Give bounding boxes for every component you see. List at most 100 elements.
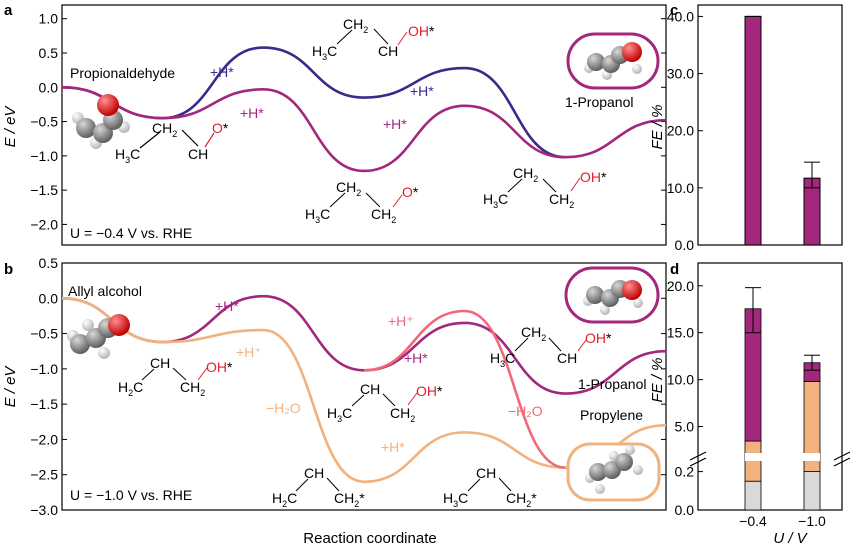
oxygen-label: OH* (585, 330, 612, 346)
y-tick-label: 0.0 (675, 237, 695, 253)
intermediate-formula: H3C CH CH2* (443, 465, 537, 509)
energy-profile-line (61, 85, 667, 173)
carbon-atom (70, 334, 90, 354)
axis-break-mark (833, 457, 850, 467)
energy-profile-line (61, 46, 566, 159)
atom-label: H2C (118, 379, 143, 398)
oxygen-label: OH* (580, 169, 607, 185)
panel-b-frame (61, 262, 667, 511)
atom-label: CH (378, 43, 398, 59)
bond (507, 178, 523, 193)
bond (329, 192, 346, 208)
bond (336, 29, 353, 45)
bond (365, 192, 381, 208)
atom-label: CH2 (390, 405, 415, 424)
bond (295, 478, 309, 492)
y-tick-label: −0.5 (30, 114, 58, 130)
stacked-fe-bar (744, 480, 762, 511)
bond (351, 394, 365, 407)
bond (197, 367, 208, 381)
intermediate-formula: H2C CH CH2 OH* (118, 355, 233, 398)
bond (326, 477, 340, 492)
y-tick-label: −1.5 (30, 396, 58, 412)
oxygen-atom (622, 42, 642, 62)
bond (139, 131, 161, 149)
bond (570, 177, 581, 192)
y-tick-label: −1.5 (30, 182, 58, 198)
propionaldehyde-model-icon (72, 94, 130, 149)
hydrogen-atom (595, 484, 605, 494)
y-tick-label: 0.2 (675, 464, 695, 480)
atom-label: CH2 (180, 379, 205, 398)
panel-a-curves (61, 46, 667, 173)
panel-d-ylabel: FE / % (649, 357, 666, 402)
panel-b-ylabel: E / eV (2, 365, 19, 408)
atom-label: CH (304, 465, 324, 481)
propylene-model-icon (566, 442, 661, 502)
intermediate-formula: H3C CH2 CH OH* (312, 16, 435, 62)
carbon-atom (615, 453, 633, 471)
hydrogen-atom (98, 347, 110, 359)
oxygen-atom (622, 280, 642, 300)
energy-profile-line (363, 309, 566, 469)
panel-c-letter: c (670, 2, 678, 19)
oxygen-atom (108, 314, 130, 336)
axis-break-gap (745, 453, 820, 461)
stacked-fe-bar (744, 440, 762, 482)
panel-b-letter: b (4, 261, 13, 278)
atom-label: CH2 (513, 165, 538, 184)
y-tick-label: −1.0 (30, 361, 58, 377)
atom-label: H2C (272, 490, 297, 509)
oxygen-label: OH* (416, 383, 443, 399)
atom-label: CH (150, 355, 170, 371)
y-tick-label: −2.0 (30, 431, 58, 447)
oxygen-label: OH* (206, 359, 233, 375)
atom-label: CH2 (336, 179, 361, 198)
y-tick-label: 0.0 (39, 290, 59, 306)
bond (204, 132, 215, 148)
panel-b-condition: U = −1.0 V vs. RHE (70, 487, 192, 503)
intermediate-formula: H3C CH2 CH2 OH* (483, 165, 607, 210)
panel-d-bars: 0.0 0.2 5.0 10.0 15.0 20.0 (667, 278, 850, 518)
atom-label: CH (557, 350, 577, 366)
bond (392, 194, 403, 208)
axis-break-mark (689, 451, 707, 461)
step-label: +H* (215, 298, 239, 314)
y-tick-label: 20.0 (667, 123, 694, 139)
bond (498, 477, 512, 492)
step-label: +H* (383, 116, 407, 132)
bond (373, 28, 389, 45)
atom-label: CH2 (371, 206, 396, 225)
atom-label: H3C (490, 350, 515, 369)
bond (141, 368, 155, 381)
reaction-coordinate-label: Reaction coordinate (303, 530, 436, 547)
hydrogen-atom (632, 64, 642, 74)
species-propionaldehyde: Propionaldehyde (70, 65, 175, 81)
y-tick-label: 0.0 (675, 502, 695, 518)
bond (407, 392, 418, 406)
intermediate-formula: H2C CH CH2* (272, 465, 365, 509)
atom-label: CH2 (549, 191, 574, 210)
bond (397, 31, 408, 46)
panel-d-xlabel: U / V (773, 530, 808, 547)
panel-a-frame (61, 4, 667, 246)
hydrogen-atom (633, 298, 643, 308)
atom-label: CH2 (521, 324, 546, 343)
fe-bar (744, 15, 762, 246)
panel-a-letter: a (4, 2, 13, 19)
step-label: −H₂O (508, 403, 543, 419)
intermediate-formula: H3C CH2 CH O* (115, 120, 229, 165)
hydrogen-atom (633, 465, 643, 475)
step-label: +H* (210, 64, 234, 80)
oxygen-label: O* (212, 120, 229, 136)
panel-d-frame (697, 262, 843, 511)
atom-label: H3C (443, 490, 468, 509)
bond (548, 337, 562, 352)
1-propanol-model-icon (566, 32, 660, 90)
y-tick-label: −0.5 (30, 326, 58, 342)
carbon-atom (586, 286, 604, 304)
atom-label: CH (476, 465, 496, 481)
panel-c-frame (697, 4, 843, 246)
bond (577, 339, 587, 352)
